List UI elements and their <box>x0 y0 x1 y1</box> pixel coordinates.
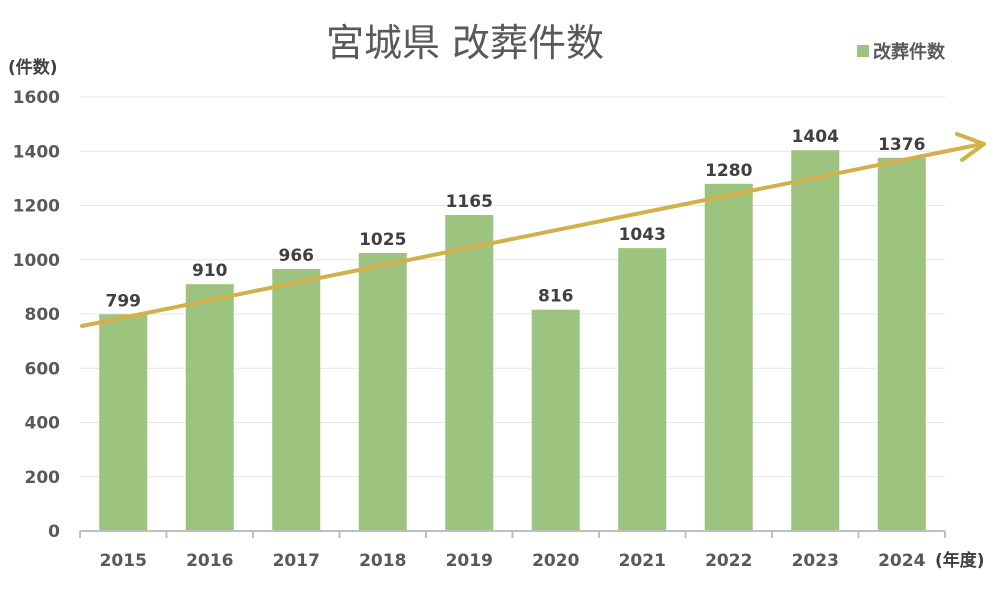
legend-label: 改葬件数 <box>873 41 946 63</box>
x-tick-label: 2018 <box>359 551 406 571</box>
y-tick-label: 1200 <box>13 197 60 217</box>
bar-2018 <box>358 252 407 531</box>
trend-arrow-line <box>80 142 984 328</box>
x-axis-label: (年度) <box>935 550 985 571</box>
data-label: 1404 <box>792 127 839 147</box>
legend-swatch <box>857 45 869 57</box>
x-tick-label: 2015 <box>100 551 147 571</box>
bar-2022 <box>704 183 753 532</box>
y-tick-label: 600 <box>25 359 61 379</box>
y-tick-label: 800 <box>25 305 61 325</box>
y-tick-label: 400 <box>25 414 61 434</box>
y-axis-label: (件数) <box>8 57 58 78</box>
data-label: 799 <box>106 291 142 311</box>
y-tick-label: 1400 <box>13 142 60 162</box>
bar-2020 <box>531 309 580 531</box>
y-tick-label: 200 <box>25 468 61 488</box>
x-tick-label: 2022 <box>705 551 752 571</box>
data-label: 910 <box>192 261 228 281</box>
bar-2023 <box>791 150 840 532</box>
bar-2024 <box>877 157 926 531</box>
data-label: 1043 <box>619 225 666 245</box>
bar-2021 <box>618 248 667 531</box>
x-tick-label: 2024 <box>878 551 925 571</box>
data-label: 966 <box>279 246 315 266</box>
data-label: 1025 <box>359 230 406 250</box>
x-tick-label: 2020 <box>532 551 579 571</box>
bar-2019 <box>445 214 494 531</box>
x-tick-label: 2017 <box>273 551 320 571</box>
data-label: 1280 <box>705 161 752 181</box>
chart-title: 宮城県 改葬件数 <box>326 21 604 65</box>
data-label: 1376 <box>878 135 925 155</box>
bar-2015 <box>99 314 148 531</box>
bar-2016 <box>185 284 234 531</box>
data-label: 816 <box>538 287 574 307</box>
trend-arrow-head-icon <box>955 132 986 162</box>
x-tick-label: 2021 <box>619 551 666 571</box>
y-tick-label: 1600 <box>13 88 60 108</box>
y-tick-label: 0 <box>48 522 60 542</box>
data-label: 1165 <box>446 192 493 212</box>
bar-2017 <box>272 268 321 531</box>
x-tick-label: 2023 <box>792 551 839 571</box>
y-tick-label: 1000 <box>13 251 60 271</box>
x-tick-label: 2016 <box>186 551 233 571</box>
x-tick-label: 2019 <box>446 551 493 571</box>
